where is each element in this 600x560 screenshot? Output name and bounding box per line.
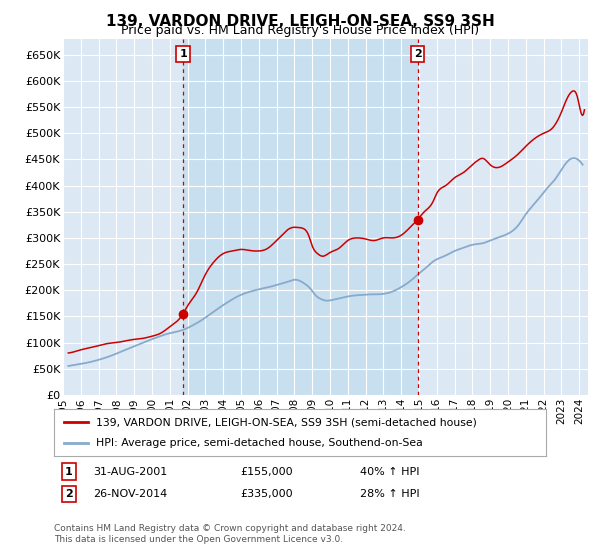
Bar: [183, 39, 418, 395]
Text: 31-AUG-2001: 31-AUG-2001: [93, 466, 167, 477]
Text: 139, VARDON DRIVE, LEIGH-ON-SEA, SS9 3SH (semi-detached house): 139, VARDON DRIVE, LEIGH-ON-SEA, SS9 3SH…: [96, 417, 476, 427]
Text: This data is licensed under the Open Government Licence v3.0.: This data is licensed under the Open Gov…: [54, 535, 343, 544]
Text: 1: 1: [179, 49, 187, 59]
Text: 26-NOV-2014: 26-NOV-2014: [93, 489, 167, 499]
Text: 1: 1: [65, 466, 73, 477]
Text: 2: 2: [413, 49, 421, 59]
Text: 28% ↑ HPI: 28% ↑ HPI: [360, 489, 419, 499]
Text: HPI: Average price, semi-detached house, Southend-on-Sea: HPI: Average price, semi-detached house,…: [96, 438, 422, 448]
Text: 40% ↑ HPI: 40% ↑ HPI: [360, 466, 419, 477]
Text: Contains HM Land Registry data © Crown copyright and database right 2024.: Contains HM Land Registry data © Crown c…: [54, 524, 406, 533]
Text: Price paid vs. HM Land Registry's House Price Index (HPI): Price paid vs. HM Land Registry's House …: [121, 24, 479, 37]
Text: £335,000: £335,000: [240, 489, 293, 499]
Text: 139, VARDON DRIVE, LEIGH-ON-SEA, SS9 3SH: 139, VARDON DRIVE, LEIGH-ON-SEA, SS9 3SH: [106, 14, 494, 29]
Text: 2: 2: [65, 489, 73, 499]
Text: £155,000: £155,000: [240, 466, 293, 477]
